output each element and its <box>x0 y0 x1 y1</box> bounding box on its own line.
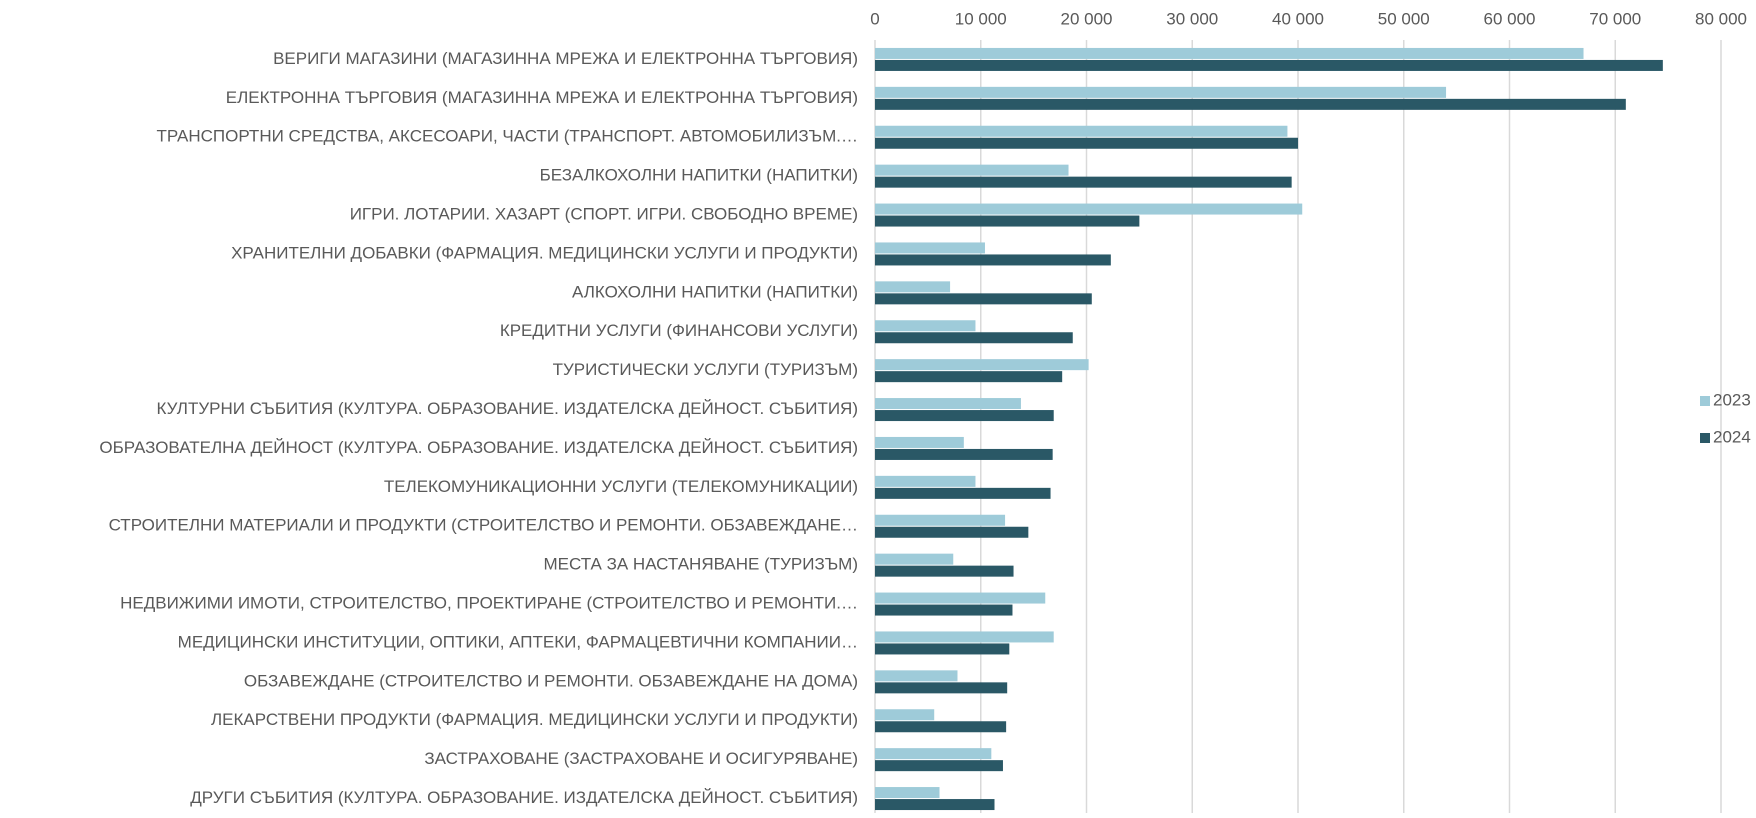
bar <box>875 242 985 254</box>
bar <box>875 721 1007 733</box>
bar <box>875 293 1092 305</box>
y-tick-label: ТРАНСПОРТНИ СРЕДСТВА, АКСЕСОАРИ, ЧАСТИ (… <box>156 127 858 146</box>
bar <box>875 799 995 811</box>
x-tick-label: 0 <box>870 9 879 28</box>
x-tick-label: 10 000 <box>955 9 1007 28</box>
bar <box>875 643 1010 655</box>
bar <box>875 682 1008 694</box>
bar <box>875 281 951 293</box>
y-tick-label: ЗАСТРАХОВАНЕ (ЗАСТРАХОВАНЕ И ОСИГУРЯВАНЕ… <box>424 749 858 768</box>
y-tick-label: ИГРИ. ЛОТАРИИ. ХАЗАРТ (СПОРТ. ИГРИ. СВОБ… <box>350 205 858 224</box>
bar <box>875 254 1111 266</box>
bar <box>875 526 1029 538</box>
x-tick-label: 80 000 <box>1695 9 1747 28</box>
bar <box>875 398 1021 410</box>
y-tick-label: ЛЕКАРСТВЕНИ ПРОДУКТИ (ФАРМАЦИЯ. МЕДИЦИНС… <box>211 710 858 729</box>
bar <box>875 631 1054 643</box>
bar <box>875 203 1303 215</box>
bar <box>875 436 964 448</box>
x-tick-label: 30 000 <box>1166 9 1218 28</box>
bar <box>875 760 1003 772</box>
legend-label: 2024 <box>1713 427 1751 446</box>
bar <box>875 604 1013 616</box>
bar <box>875 98 1626 110</box>
y-tick-label: ДРУГИ СЪБИТИЯ (КУЛТУРА. ОБРАЗОВАНИЕ. ИЗД… <box>190 788 858 807</box>
bar <box>875 137 1298 149</box>
bar <box>875 215 1140 227</box>
bar <box>875 86 1447 98</box>
bar <box>875 164 1069 176</box>
bar <box>875 176 1292 188</box>
bar <box>875 487 1051 499</box>
y-tick-label: ЕЛЕКТРОННА ТЪРГОВИЯ (МАГАЗИННА МРЕЖА И Е… <box>226 88 858 107</box>
bar <box>875 748 992 760</box>
y-tick-label: КРЕДИТНИ УСЛУГИ (ФИНАНСОВИ УСЛУГИ) <box>500 321 858 340</box>
bar <box>875 448 1053 460</box>
bar <box>875 709 935 721</box>
x-tick-label: 20 000 <box>1061 9 1113 28</box>
y-tick-label: ОБРАЗОВАТЕЛНА ДЕЙНОСТ (КУЛТУРА. ОБРАЗОВА… <box>99 438 858 457</box>
bar <box>875 410 1054 422</box>
y-tick-label: СТРОИТЕЛНИ МАТЕРИАЛИ И ПРОДУКТИ (СТРОИТЕ… <box>109 516 858 535</box>
x-tick-label: 40 000 <box>1272 9 1324 28</box>
bar <box>875 359 1089 371</box>
bar <box>875 565 1014 577</box>
legend-label: 2023 <box>1713 390 1751 409</box>
y-tick-label: КУЛТУРНИ СЪБИТИЯ (КУЛТУРА. ОБРАЗОВАНИЕ. … <box>156 399 858 418</box>
bar <box>875 371 1063 383</box>
x-tick-label: 50 000 <box>1378 9 1430 28</box>
y-tick-label: ОБЗАВЕЖДАНЕ (СТРОИТЕЛСТВО И РЕМОНТИ. ОБЗ… <box>244 671 858 690</box>
legend-swatch <box>1700 396 1710 406</box>
bar <box>875 592 1046 604</box>
bar <box>875 125 1288 137</box>
bar <box>875 670 958 682</box>
bar <box>875 47 1584 59</box>
bar <box>875 59 1663 71</box>
y-tick-label: БЕЗАЛКОХОЛНИ НАПИТКИ (НАПИТКИ) <box>540 166 858 185</box>
x-tick-label: 60 000 <box>1484 9 1536 28</box>
bar <box>875 787 940 799</box>
legend-swatch <box>1700 433 1710 443</box>
bar <box>875 475 976 487</box>
y-tick-label: НЕДВИЖИМИ ИМОТИ, СТРОИТЕЛСТВО, ПРОЕКТИРА… <box>120 594 858 613</box>
y-tick-label: ТЕЛЕКОМУНИКАЦИОННИ УСЛУГИ (ТЕЛЕКОМУНИКАЦ… <box>384 477 858 496</box>
y-tick-label: МЕДИЦИНСКИ ИНСТИТУЦИИ, ОПТИКИ, АПТЕКИ, Ф… <box>178 632 858 651</box>
bar <box>875 320 976 332</box>
y-tick-label: ТУРИСТИЧЕСКИ УСЛУГИ (ТУРИЗЪМ) <box>553 360 858 379</box>
y-tick-label: МЕСТА ЗА НАСТАНЯВАНЕ (ТУРИЗЪМ) <box>544 555 859 574</box>
y-tick-label: АЛКОХОЛНИ НАПИТКИ (НАПИТКИ) <box>572 282 858 301</box>
bar <box>875 514 1006 526</box>
bar <box>875 553 954 565</box>
bar <box>875 332 1073 344</box>
y-tick-label: ХРАНИТЕЛНИ ДОБАВКИ (ФАРМАЦИЯ. МЕДИЦИНСКИ… <box>231 243 858 262</box>
y-tick-label: ВЕРИГИ МАГАЗИНИ (МАГАЗИННА МРЕЖА И ЕЛЕКТ… <box>273 49 858 68</box>
x-tick-label: 70 000 <box>1589 9 1641 28</box>
